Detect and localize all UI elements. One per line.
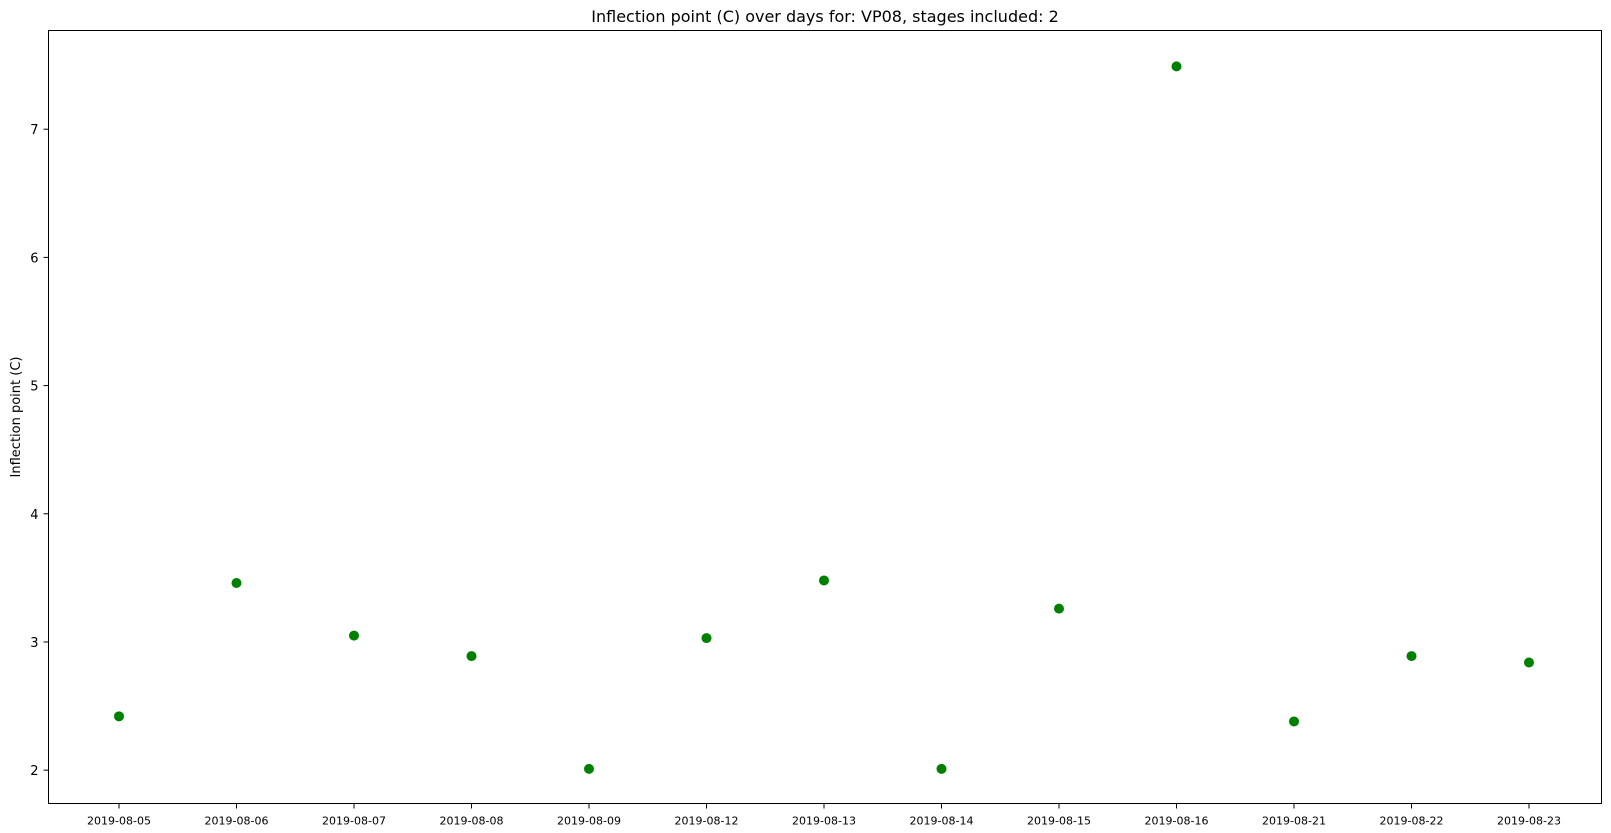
x-tick-label: 2019-08-22	[1380, 815, 1444, 828]
data-point	[936, 763, 947, 774]
x-axis: 2019-08-05 2019-08-06 2019-08-07 2019-08-08…	[87, 803, 1561, 828]
x-tick-label: 2019-08-13	[792, 815, 856, 828]
x-tick-label: 2019-08-23	[1497, 815, 1561, 828]
y-tick-label: 5	[30, 380, 38, 395]
x-tick-label: 2019-08-08	[440, 815, 504, 828]
data-point	[1289, 716, 1299, 727]
x-tick-label: 2019-08-16	[1145, 815, 1209, 828]
x-tick-label: 2019-08-21	[1262, 815, 1326, 828]
x-tick-label: 2019-08-09	[557, 815, 621, 828]
x-tick-label: 2019-08-06	[205, 815, 269, 828]
data-point	[349, 630, 359, 641]
data-point	[114, 711, 124, 722]
y-axis: 2 3 4 5 6 7	[30, 123, 49, 779]
data-point	[1171, 61, 1182, 72]
data-point	[819, 575, 829, 586]
x-tick-label: 2019-08-15	[1027, 815, 1091, 828]
chart-title: Inflection point (C) over days for: VP08…	[591, 7, 1059, 26]
plot-frame	[48, 30, 1602, 804]
x-tick-label: 2019-08-12	[675, 815, 739, 828]
data-point	[1054, 603, 1064, 614]
y-tick-label: 3	[30, 636, 38, 651]
y-tick-label: 7	[30, 123, 38, 138]
x-tick-label: 2019-08-05	[87, 815, 151, 828]
data-point	[1524, 657, 1534, 668]
data-points	[114, 61, 1534, 774]
data-point	[701, 633, 712, 644]
y-tick-label: 4	[30, 508, 38, 523]
y-tick-label: 6	[30, 251, 38, 266]
data-point	[466, 651, 477, 662]
y-tick-label: 2	[30, 764, 38, 779]
x-tick-label: 2019-08-14	[910, 815, 974, 828]
x-tick-label: 2019-08-07	[322, 815, 386, 828]
data-point	[1406, 651, 1417, 662]
y-axis-label: Inflection point (C)	[9, 357, 24, 478]
data-point	[584, 763, 594, 774]
data-point	[231, 578, 242, 589]
